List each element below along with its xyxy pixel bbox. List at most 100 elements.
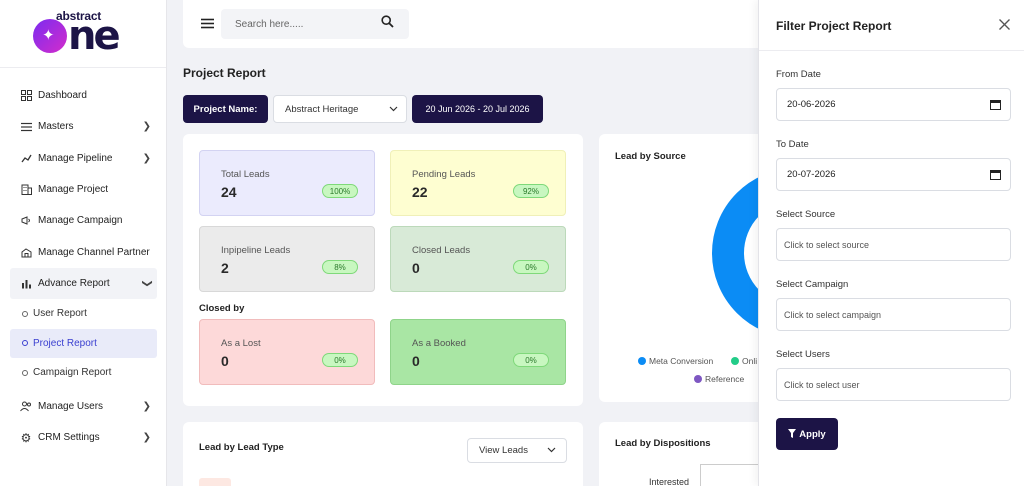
hamburger-menu-icon[interactable] <box>201 16 214 32</box>
sidebar-item-crm-settings[interactable]: ⚙ CRM Settings ❯ <box>10 422 157 453</box>
chevron-down-icon <box>389 104 398 114</box>
view-leads-value: View Leads <box>479 445 528 456</box>
filter-icon <box>788 428 797 440</box>
from-date-value: 20-06-2026 <box>787 99 836 110</box>
gear-icon: ⚙ <box>20 430 32 445</box>
select-users-input[interactable]: Click to select user <box>776 368 1011 401</box>
calendar-icon[interactable] <box>990 99 1001 110</box>
sidebar-item-label: Manage Campaign <box>38 215 123 227</box>
sidebar-item-dashboard[interactable]: Dashboard <box>10 80 157 111</box>
select-users-placeholder: Click to select user <box>784 379 860 390</box>
sidebar-item-label: Dashboard <box>38 90 87 102</box>
building-icon <box>20 184 32 196</box>
circle-icon <box>22 310 28 317</box>
sidebar-item-label: Masters <box>38 121 74 133</box>
lead-by-source-panel: Lead by Source Meta Conversion Onli Refe… <box>599 134 783 402</box>
sidebar-item-advance-report[interactable]: Advance Report ❯ <box>10 267 157 300</box>
panel-title: Lead by Lead Type <box>199 442 284 453</box>
search-icon[interactable] <box>381 15 395 29</box>
chevron-right-icon: ❯ <box>142 121 151 133</box>
sidebar-item-masters[interactable]: Masters ❯ <box>10 111 157 142</box>
sidebar-subitem-user-report[interactable]: User Report <box>10 299 157 329</box>
legend-swatch <box>731 357 739 365</box>
percent-badge: 0% <box>322 353 358 367</box>
card-value: 0 <box>221 353 229 369</box>
from-date-input[interactable]: 20-06-2026 <box>776 88 1011 121</box>
from-date-label: From Date <box>776 69 821 80</box>
sidebar-item-label: Manage Users <box>38 400 104 412</box>
chevron-right-icon: ❯ <box>142 152 151 164</box>
stats-panel: Total Leads 24 100% Pending Leads 22 92%… <box>183 134 583 406</box>
pipeline-icon <box>20 152 32 164</box>
sidebar-subitem-project-report[interactable]: Project Report <box>10 328 157 359</box>
select-source-input[interactable]: Click to select source <box>776 228 1011 261</box>
percent-badge: 8% <box>322 260 358 274</box>
drawer-divider <box>759 50 1024 51</box>
filter-drawer: Filter Project Report From Date 20-06-20… <box>758 0 1024 486</box>
card-value: 22 <box>412 184 428 200</box>
sidebar-item-manage-users[interactable]: Manage Users ❯ <box>10 391 157 422</box>
panel-title: Lead by Dispositions <box>615 438 711 449</box>
handshake-icon <box>20 246 32 258</box>
card-label: As a Lost <box>221 338 261 349</box>
to-date-input[interactable]: 20-07-2026 <box>776 158 1011 191</box>
sidebar-nav: Dashboard Masters ❯ Manage Pipeline ❯ Ma… <box>10 80 157 453</box>
to-date-value: 20-07-2026 <box>787 169 836 180</box>
sidebar-item-label: CRM Settings <box>38 432 100 444</box>
date-range-button[interactable]: 20 Jun 2026 - 20 Jul 2026 <box>412 95 543 123</box>
disposition-row-label: Interested <box>649 477 690 486</box>
select-users-label: Select Users <box>776 349 830 360</box>
apply-label: Apply <box>799 428 826 440</box>
project-name-label: Project Name: <box>183 95 268 123</box>
legend-item-online[interactable]: Onli <box>731 356 757 366</box>
sidebar-item-label: Manage Pipeline <box>38 152 113 164</box>
lead-by-dispositions-panel: Lead by Dispositions Interested <box>599 422 783 486</box>
sidebar-item-manage-channel-partner[interactable]: Manage Channel Partner <box>10 236 157 267</box>
booked-leads-card[interactable]: As a Booked 0 0% <box>390 319 566 385</box>
list-icon <box>20 121 32 133</box>
calendar-icon[interactable] <box>990 169 1001 180</box>
brand-logo[interactable]: abstract ne <box>0 0 166 68</box>
sidebar-item-manage-pipeline[interactable]: Manage Pipeline ❯ <box>10 143 157 174</box>
inpipeline-leads-card[interactable]: Inpipeline Leads 2 8% <box>199 226 375 292</box>
closed-by-heading: Closed by <box>199 303 245 314</box>
select-source-label: Select Source <box>776 209 836 220</box>
to-date-label: To Date <box>776 139 809 150</box>
card-value: 2 <box>221 260 229 276</box>
disposition-chart-area <box>700 464 783 486</box>
chevron-down-icon <box>547 445 556 455</box>
sidebar-subitem-campaign-report[interactable]: Campaign Report <box>10 358 157 388</box>
sidebar-item-label: Manage Channel Partner <box>38 246 150 258</box>
closed-leads-card[interactable]: Closed Leads 0 0% <box>390 226 566 292</box>
apply-button[interactable]: Apply <box>776 418 838 450</box>
lost-leads-card[interactable]: As a Lost 0 0% <box>199 319 375 385</box>
legend-item-meta-conversion[interactable]: Meta Conversion <box>638 356 713 366</box>
total-leads-card[interactable]: Total Leads 24 100% <box>199 150 375 216</box>
sidebar-item-manage-project[interactable]: Manage Project <box>10 174 157 205</box>
card-label: Closed Leads <box>412 245 471 256</box>
legend-item-reference[interactable]: Reference <box>694 374 744 384</box>
sidebar-subitem-label: Project Report <box>33 337 97 349</box>
chevron-right-icon: ❯ <box>142 400 151 412</box>
circle-icon <box>22 369 28 376</box>
project-select-value: Abstract Heritage <box>285 103 359 115</box>
percent-badge: 100% <box>322 184 358 198</box>
legend-label: Reference <box>705 374 745 384</box>
view-leads-select[interactable]: View Leads <box>467 438 567 463</box>
lead-type-swatch <box>199 478 231 486</box>
brand-top-text: abstract <box>56 9 102 23</box>
megaphone-icon <box>20 215 32 227</box>
search-input[interactable] <box>221 9 409 39</box>
card-label: Total Leads <box>221 169 270 180</box>
pending-leads-card[interactable]: Pending Leads 22 92% <box>390 150 566 216</box>
card-label: As a Booked <box>412 338 466 349</box>
sidebar-item-manage-campaign[interactable]: Manage Campaign <box>10 205 157 236</box>
percent-badge: 0% <box>513 260 549 274</box>
select-campaign-placeholder: Click to select campaign <box>784 309 882 320</box>
select-campaign-input[interactable]: Click to select campaign <box>776 298 1011 331</box>
legend-swatch <box>638 357 646 365</box>
close-icon[interactable] <box>999 18 1010 33</box>
card-value: 0 <box>412 260 420 276</box>
project-select[interactable]: Abstract Heritage <box>273 95 407 123</box>
sidebar-subitem-label: Campaign Report <box>33 367 112 379</box>
